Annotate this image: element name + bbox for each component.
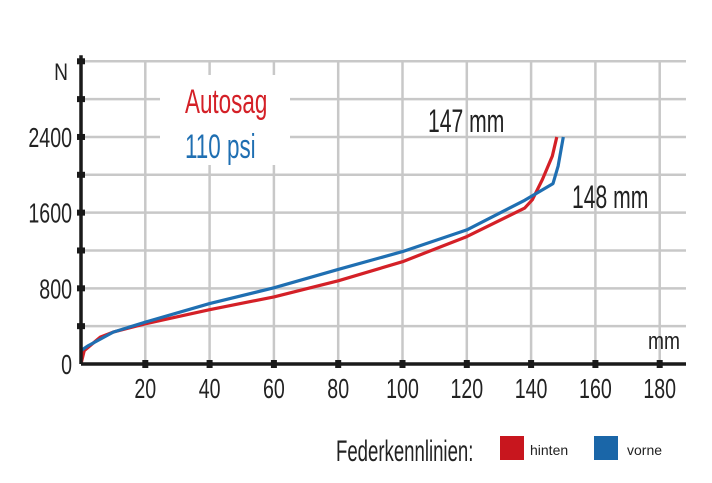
annotation-psi: 110 psi bbox=[185, 128, 256, 166]
series-line-vorne bbox=[80, 136, 565, 352]
legend-label-vorne: vorne bbox=[627, 442, 662, 458]
x-tick-mark-60 bbox=[270, 360, 277, 368]
x-axis-label: mm bbox=[648, 327, 680, 355]
y-tick-mark-3200 bbox=[77, 58, 85, 65]
legend-swatch-hinten bbox=[500, 436, 524, 460]
y-tick-mark-800 bbox=[77, 285, 85, 292]
x-tick-label-60: 60 bbox=[263, 374, 285, 405]
annotation-147mm: 147 mm bbox=[428, 102, 504, 139]
y-tick-label-0: 0 bbox=[61, 350, 72, 381]
x-tick-label-20: 20 bbox=[134, 374, 156, 405]
y-axis-label: N bbox=[54, 58, 68, 86]
x-tick-label-160: 160 bbox=[579, 374, 612, 405]
legend-swatch-vorne bbox=[594, 436, 618, 460]
y-tick-mark-1600 bbox=[77, 209, 85, 216]
x-tick-label-100: 100 bbox=[386, 374, 419, 405]
y-tick-label-800: 800 bbox=[39, 274, 72, 305]
x-tick-label-80: 80 bbox=[327, 374, 349, 405]
label-background bbox=[160, 75, 290, 165]
y-tick-mark-2800 bbox=[77, 96, 85, 103]
y-tick-mark-2400 bbox=[77, 133, 85, 140]
y-tick-mark-1200 bbox=[77, 247, 85, 254]
legend-title: Federkennlinien: bbox=[336, 435, 473, 469]
legend-label-hinten: hinten bbox=[530, 442, 568, 458]
y-tick-mark-2000 bbox=[77, 171, 85, 178]
x-tick-label-140: 140 bbox=[515, 374, 548, 405]
annotation-148mm: 148 mm bbox=[572, 178, 648, 215]
x-tick-mark-100 bbox=[399, 360, 406, 368]
x-tick-mark-120 bbox=[463, 360, 470, 368]
axes bbox=[77, 55, 686, 368]
x-tick-mark-40 bbox=[206, 360, 213, 368]
x-tick-label-40: 40 bbox=[199, 374, 221, 405]
series-layer bbox=[79, 136, 565, 365]
x-tick-mark-160 bbox=[592, 360, 599, 368]
legend: Federkennlinien: hinten vorne bbox=[336, 435, 662, 469]
y-tick-label-2400: 2400 bbox=[28, 123, 72, 154]
x-tick-mark-140 bbox=[528, 360, 535, 368]
x-tick-mark-180 bbox=[656, 360, 663, 368]
tick-labels: 20 40 60 80 100 120 140 160 180 0 800 1600 2400 bbox=[28, 123, 676, 405]
x-tick-label-120: 120 bbox=[450, 374, 483, 405]
y-tick-label-1600: 1600 bbox=[28, 198, 72, 229]
y-tick-mark-400 bbox=[77, 323, 85, 330]
annotation-autosag: Autosag bbox=[185, 83, 267, 121]
x-tick-mark-80 bbox=[335, 360, 342, 368]
x-tick-label-180: 180 bbox=[643, 374, 676, 405]
x-tick-mark-20 bbox=[142, 360, 149, 368]
